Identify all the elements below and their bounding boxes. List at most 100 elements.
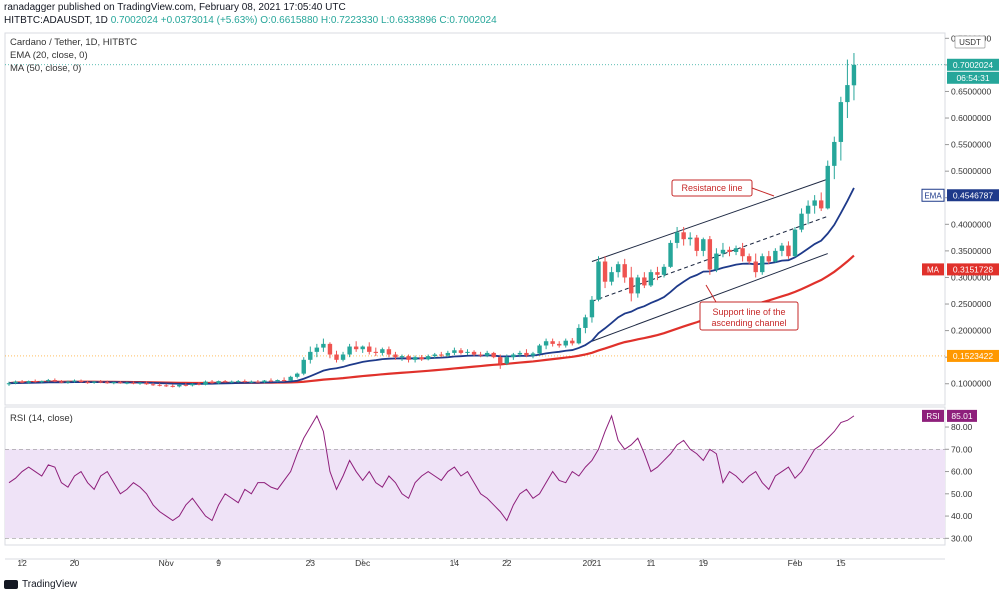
y-tick-label: 0.1000000 — [951, 379, 991, 389]
candle-body — [426, 356, 431, 360]
resistance-annotation-text: Resistance line — [681, 183, 742, 193]
candle-body — [615, 264, 621, 273]
candle-body — [262, 380, 267, 383]
candle-body — [746, 256, 752, 262]
tradingview-logo[interactable]: TradingView — [4, 579, 77, 590]
candle-body — [124, 382, 130, 384]
high-value: H:0.7223330 — [320, 15, 379, 26]
ma-name-tag: MA — [927, 265, 940, 274]
candle-body — [19, 381, 25, 383]
candle-body — [39, 381, 44, 383]
candle-body — [629, 277, 634, 294]
x-tick-label: 15 — [836, 558, 846, 568]
candle-body — [832, 141, 837, 166]
candle-body — [268, 380, 274, 382]
candle-body — [825, 165, 830, 209]
y-tick-label: 0.6500000 — [951, 86, 991, 96]
x-tick-label: Dec — [355, 558, 371, 568]
candle-body — [144, 382, 149, 385]
level-tag-box — [947, 349, 999, 362]
candle-body — [779, 245, 785, 251]
candle-body — [668, 242, 673, 267]
candle-body — [249, 381, 254, 383]
candle-body — [812, 200, 817, 206]
candle-body — [570, 340, 575, 344]
candle-body — [367, 346, 372, 352]
candle-body — [46, 380, 51, 382]
candle-body — [740, 248, 745, 257]
candle-body — [183, 384, 189, 386]
candle-body — [301, 359, 306, 374]
countdown-tag-box — [947, 71, 999, 84]
candle-body — [98, 381, 103, 383]
candle-body — [72, 380, 77, 382]
x-tick-label: 11 — [646, 558, 655, 568]
y-tick-label: 0.4000000 — [951, 219, 991, 229]
rsi-value-tag-box — [947, 409, 977, 422]
candle-body — [347, 346, 352, 355]
candle-body — [439, 354, 444, 356]
ma-value-tag: 0.3151728 — [953, 264, 993, 274]
rsi-value-tag: 85.01 — [951, 411, 973, 421]
ema-value-tag: 0.4546787 — [953, 190, 993, 200]
rsi-y-tick-label: 50.00 — [951, 489, 973, 499]
candle-body — [91, 381, 97, 383]
rsi-y-tick-label: 80.00 — [951, 422, 973, 432]
candle-body — [714, 253, 719, 270]
candle-body — [720, 249, 726, 254]
candle-body — [819, 200, 824, 209]
candle-body — [196, 383, 202, 385]
ma-legend[interactable]: MA (50, close, 0) — [10, 63, 82, 74]
candle-body — [222, 381, 228, 383]
y-tick-label: 0.2000000 — [951, 326, 991, 336]
candle-body — [26, 381, 31, 383]
resistance-line — [591, 178, 828, 262]
y-tick-label: 0.2500000 — [951, 299, 991, 309]
support-line — [591, 253, 828, 342]
ema-legend[interactable]: EMA (20, close, 0) — [10, 50, 88, 61]
ema-name-tag-box — [921, 188, 945, 202]
candle-body — [792, 229, 798, 257]
countdown-tag: 06:54:31 — [956, 73, 989, 83]
candle-body — [59, 381, 64, 383]
low-value: L:0.6333896 — [380, 15, 437, 26]
y-tick-label: 0.6000000 — [951, 113, 991, 123]
ema-value-tag-box — [947, 189, 999, 202]
published-line: ranadagger published on TradingView.com,… — [4, 2, 346, 13]
last-price: 0.7002024 — [110, 15, 158, 26]
candle-body — [52, 380, 58, 382]
candle-body — [452, 350, 457, 353]
candle-body — [727, 249, 732, 252]
price-change: +0.0373014 (+5.63%) — [160, 15, 258, 26]
symbol-ohlc-line: HITBTC:ADAUSDT, 1D 0.7002024 +0.0373014 … — [4, 15, 497, 27]
candle-body — [419, 357, 424, 360]
candle-body — [805, 205, 811, 214]
x-tick-label: 14 — [450, 558, 460, 568]
candle-body — [33, 381, 38, 383]
candle-body — [393, 354, 398, 358]
candle-body — [583, 317, 588, 328]
candle-body — [288, 376, 293, 381]
candle-body — [157, 384, 162, 386]
x-tick-label: 20 — [70, 558, 80, 568]
rsi-name-tag: RSI — [926, 412, 939, 421]
rsi-legend[interactable]: RSI (14, close) — [10, 413, 73, 424]
candle-body — [353, 346, 359, 350]
rsi-y-tick-label: 30.00 — [951, 533, 973, 543]
candle-body — [602, 261, 608, 282]
candle-body — [445, 352, 451, 356]
candle-body — [111, 382, 116, 384]
rsi-y-tick-label: 70.00 — [951, 444, 973, 454]
candle-body — [674, 232, 680, 243]
candle-body — [484, 352, 490, 356]
candle-body — [229, 381, 234, 383]
candle-body — [694, 237, 699, 251]
candle-body — [78, 380, 84, 383]
candle-body — [399, 356, 405, 358]
candle-body — [386, 349, 392, 355]
candle-body — [609, 272, 614, 282]
x-tick-label: 23 — [306, 558, 316, 568]
candle-body — [105, 382, 110, 384]
rsi-band — [5, 449, 945, 539]
